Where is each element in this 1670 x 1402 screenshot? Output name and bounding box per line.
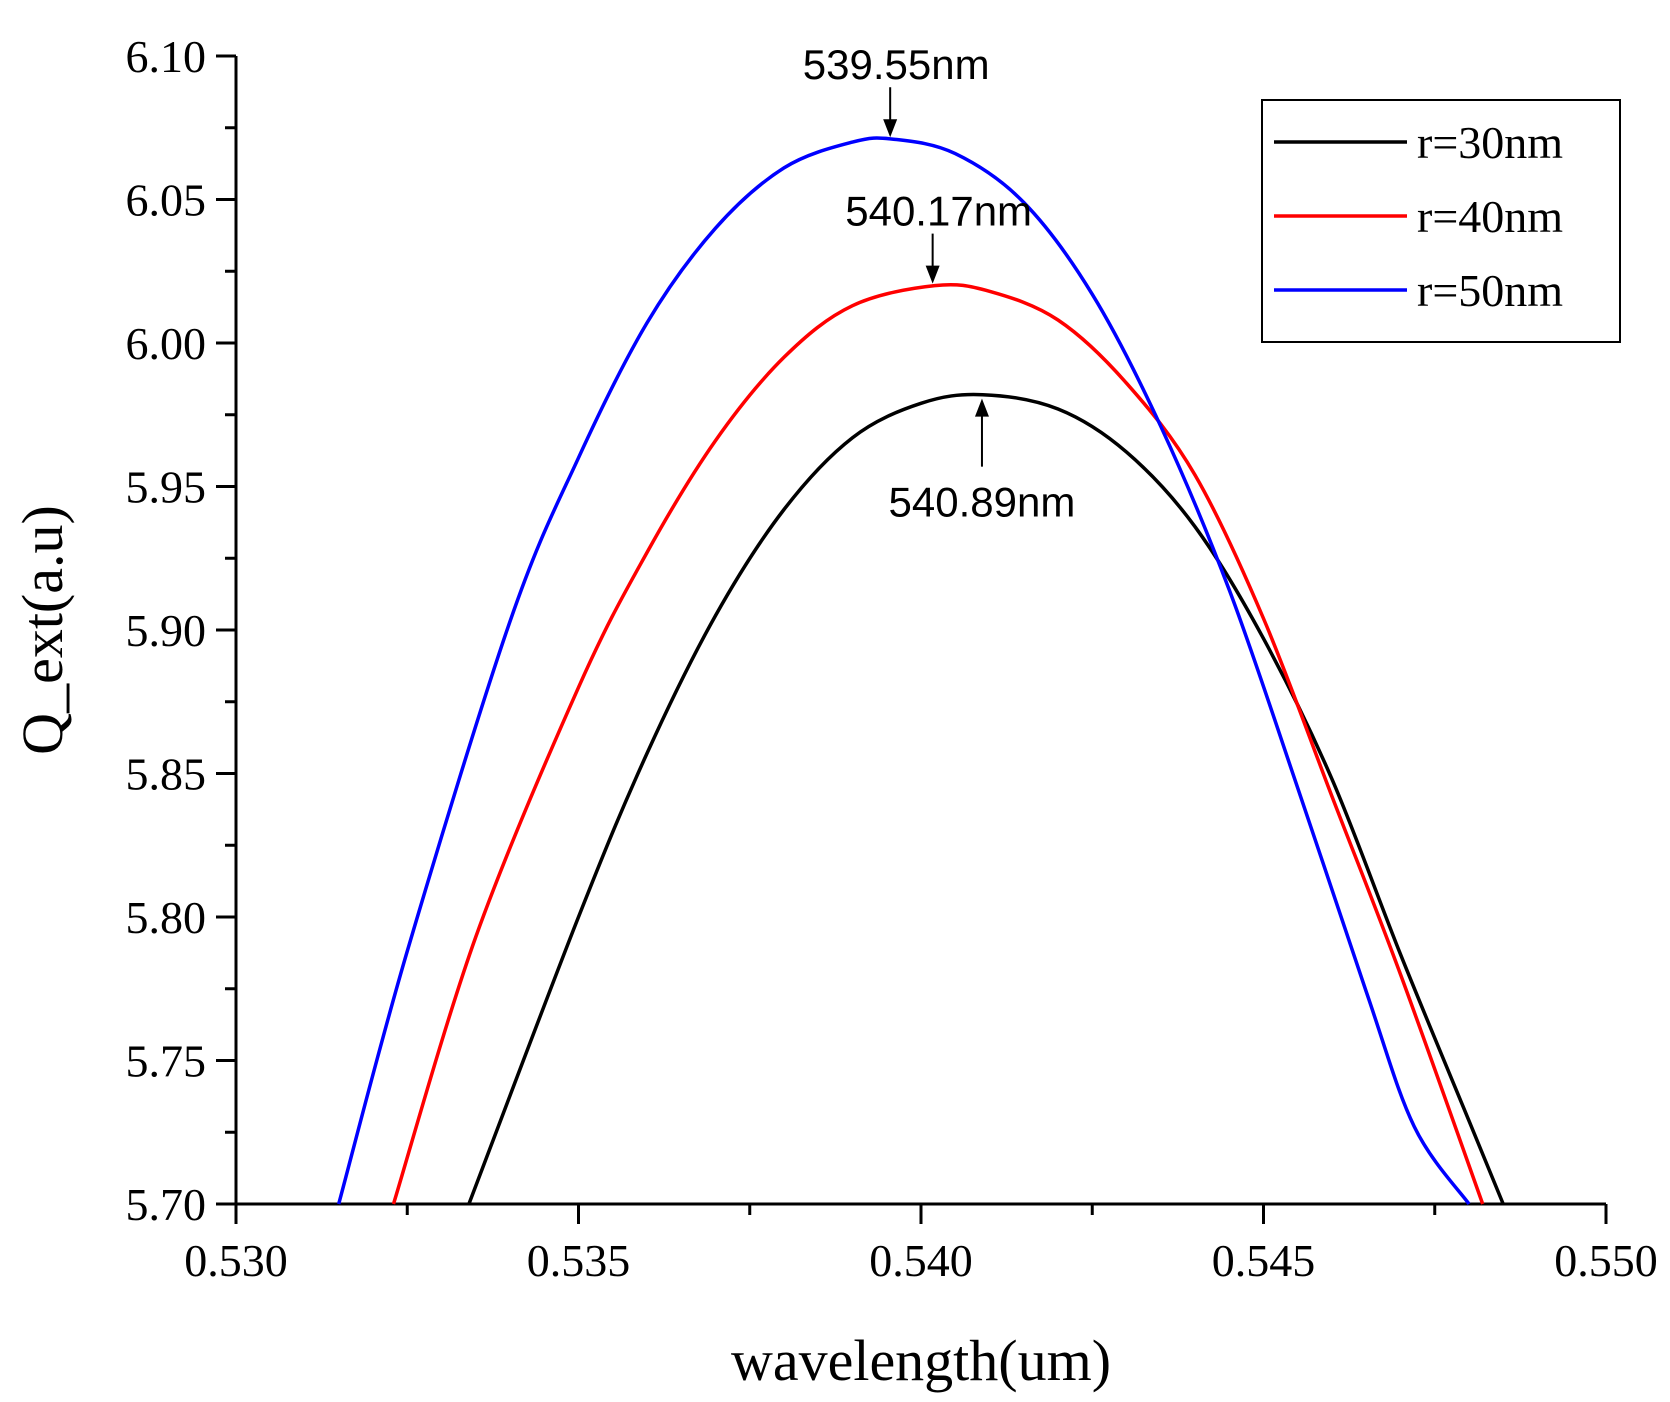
annotation-label: 540.89nm [889, 479, 1076, 526]
x-tick-label: 0.535 [527, 1235, 631, 1286]
y-tick-label: 6.05 [126, 175, 207, 226]
y-tick-label: 5.75 [126, 1036, 207, 1087]
annotation-arrowhead [925, 265, 940, 284]
y-axis-title: Q_ext(a.u) [10, 505, 75, 755]
annotation: 539.55nm [803, 41, 990, 138]
legend-label: r=30nm [1417, 117, 1563, 168]
series-line-r-50nm [337, 136, 1471, 1206]
x-axis-title: wavelength(um) [731, 1328, 1111, 1393]
annotations: 539.55nm 540.17nm 540.89nm [803, 41, 1076, 525]
annotation: 540.89nm [889, 398, 1076, 526]
annotation-arrowhead [974, 398, 989, 417]
annotation: 540.17nm [845, 188, 1032, 284]
annotation-label: 539.55nm [803, 41, 990, 88]
y-tick-label: 5.90 [126, 605, 207, 656]
series-line-r-30nm [467, 392, 1505, 1205]
y-tick-label: 5.85 [126, 749, 207, 800]
legend-label: r=40nm [1417, 191, 1563, 242]
y-tick-label: 6.00 [126, 318, 207, 369]
y-tick-label: 6.10 [126, 31, 207, 82]
series-line-r-40nm [391, 282, 1485, 1205]
y-tick-label: 5.80 [126, 892, 207, 943]
x-tick-label: 0.550 [1554, 1235, 1658, 1286]
y-tick-label: 5.70 [126, 1179, 207, 1230]
annotation-arrowhead [883, 119, 898, 138]
legend: r=30nm r=40nm r=50nm [1261, 99, 1621, 343]
legend-label: r=50nm [1417, 265, 1563, 316]
x-tick-label: 0.540 [869, 1235, 973, 1286]
series-layer [337, 136, 1505, 1206]
x-tick-label: 0.545 [1212, 1235, 1316, 1286]
axes: 5.70 5.75 5.80 5.85 5.90 5.95 6.00 6.05 6.10 0.53… [126, 31, 1658, 1286]
y-tick-label: 5.95 [126, 462, 207, 513]
annotation-label: 540.17nm [845, 188, 1032, 235]
x-tick-label: 0.530 [184, 1235, 288, 1286]
